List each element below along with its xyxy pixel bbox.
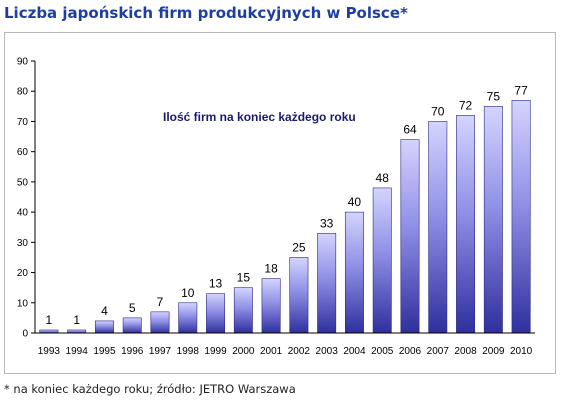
x-tick-label: 1994 xyxy=(66,346,89,357)
x-tick-label: 2001 xyxy=(260,346,283,357)
y-tick-label: 50 xyxy=(17,177,29,188)
x-tick-label: 2004 xyxy=(343,346,366,357)
y-tick-label: 20 xyxy=(17,268,29,279)
y-tick-label: 10 xyxy=(17,298,29,309)
bar xyxy=(428,121,448,334)
data-label: 1 xyxy=(46,313,53,327)
y-tick-label: 40 xyxy=(17,208,29,219)
bar xyxy=(150,311,170,334)
x-tick-label: 1998 xyxy=(177,346,200,357)
footnote: * na koniec każdego roku; źródło: JETRO … xyxy=(4,382,296,396)
data-label: 15 xyxy=(237,271,251,285)
y-tick-label: 0 xyxy=(22,329,28,340)
bar xyxy=(233,287,253,334)
bar xyxy=(289,257,309,334)
data-label: 75 xyxy=(487,89,501,103)
bar-chart: 0 10 20 30 40 50 60 70 80 90 1 1 4 5 7 10 13 15 18 25 33 40 4… xyxy=(17,57,535,357)
bar xyxy=(344,211,364,334)
x-tick-label: 2002 xyxy=(288,346,311,357)
y-tick-label: 90 xyxy=(17,57,29,68)
x-tick-label: 1993 xyxy=(38,346,61,357)
data-label: 13 xyxy=(209,277,223,291)
bar xyxy=(456,115,476,334)
data-label: 33 xyxy=(320,216,334,230)
x-tick-label: 2009 xyxy=(482,346,505,357)
x-tick-label: 1999 xyxy=(204,346,227,357)
y-axis: 0 10 20 30 40 50 60 70 80 90 xyxy=(17,57,36,340)
x-tick-label: 1997 xyxy=(149,346,172,357)
data-label: 4 xyxy=(101,304,108,318)
page-title: Liczba japońskich firm produkcyjnych w P… xyxy=(4,4,408,22)
data-label: 64 xyxy=(403,123,417,137)
bar xyxy=(511,99,531,334)
chart-frame: 0 10 20 30 40 50 60 70 80 90 1 1 4 5 7 10 13 15 18 25 33 40 4… xyxy=(4,32,556,374)
chart-annotation: Ilość firm na koniec każdego roku xyxy=(163,110,356,124)
data-label: 77 xyxy=(514,83,528,97)
x-tick-label: 1996 xyxy=(121,346,144,357)
x-tick-label: 1995 xyxy=(93,346,116,357)
x-tick-label: 2006 xyxy=(399,346,422,357)
y-tick-label: 80 xyxy=(17,87,29,98)
bar xyxy=(122,317,142,334)
data-label: 1 xyxy=(73,313,80,327)
bar xyxy=(317,232,337,334)
data-label: 48 xyxy=(376,171,390,185)
data-label: 5 xyxy=(129,301,136,315)
bar xyxy=(483,106,503,334)
y-tick-label: 60 xyxy=(17,147,29,158)
x-tick-label: 2005 xyxy=(371,346,394,357)
bar xyxy=(94,320,114,334)
data-label: 72 xyxy=(459,98,473,112)
x-tick-label: 2007 xyxy=(427,346,450,357)
x-tick-label: 2003 xyxy=(316,346,339,357)
bar xyxy=(261,278,281,334)
x-tick-label: 2000 xyxy=(232,346,255,357)
data-label: 10 xyxy=(181,286,195,300)
y-tick-label: 70 xyxy=(17,117,29,128)
y-tick-label: 30 xyxy=(17,238,29,249)
data-label: 25 xyxy=(292,240,306,254)
bar xyxy=(400,139,420,334)
bar xyxy=(372,187,392,334)
bar xyxy=(178,302,198,334)
data-label: 7 xyxy=(157,295,164,309)
data-label: 70 xyxy=(431,104,445,118)
x-tick-label: 2008 xyxy=(454,346,477,357)
x-tick-label: 2010 xyxy=(510,346,533,357)
data-label: 18 xyxy=(264,262,278,276)
bar xyxy=(206,293,226,334)
data-label: 40 xyxy=(348,195,362,209)
x-axis: 1993 1994 1995 1996 1997 1998 1999 2000 2001 2002… xyxy=(35,332,535,357)
